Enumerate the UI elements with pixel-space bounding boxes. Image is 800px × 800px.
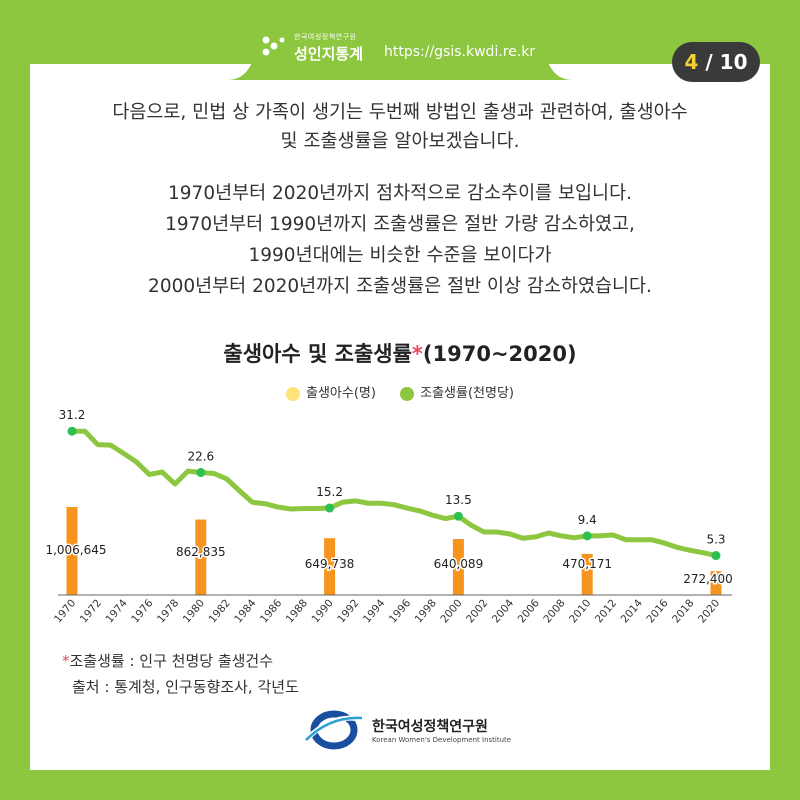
org-small-label: 한국여성정책연구원 xyxy=(294,33,357,41)
point-birth-rate xyxy=(196,468,206,478)
label-birth-rate: 13.5 xyxy=(445,493,472,507)
header-tab: 한국여성정책연구원 성인지통계 https://gsis.kwdi.re.kr xyxy=(228,24,572,80)
x-tick-label: 1994 xyxy=(361,597,388,625)
point-birth-rate xyxy=(67,426,77,436)
point-birth-rate xyxy=(582,531,592,541)
footnote-asterisk: * xyxy=(62,652,70,670)
intro-line: 및 조출생률을 알아보겠습니다. xyxy=(280,131,520,152)
page-total: / 10 xyxy=(705,50,748,74)
chart-title-main: 출생아수 및 조출생률 xyxy=(223,342,412,366)
x-tick-label: 1986 xyxy=(258,597,285,625)
label-births: 1,006,645 xyxy=(45,543,106,557)
x-tick-label: 2008 xyxy=(541,597,567,625)
x-tick-label: 1978 xyxy=(155,597,181,625)
x-tick-label: 1992 xyxy=(335,597,361,625)
bar-births-highlight xyxy=(195,519,207,595)
x-tick-label: 1988 xyxy=(284,597,310,625)
legend-label-birth-rate: 조출생률(천명당) xyxy=(420,386,514,401)
bar-births-highlight xyxy=(66,507,78,595)
footnote-definition: *조출생률 : 인구 천명당 출생건수 xyxy=(62,648,299,674)
footnote-source: 출처 : 통계청, 인구동향조사, 각년도 xyxy=(72,678,299,696)
intro-line: 2000년부터 2020년까지 조출생률은 절반 이상 감소하였습니다. xyxy=(148,276,652,297)
legend-item-birth-rate: 조출생률(천명당) xyxy=(400,382,514,401)
x-tick-label: 1976 xyxy=(129,597,156,625)
bar-births-highlight xyxy=(452,539,464,595)
x-tick-label: 2006 xyxy=(516,597,543,625)
legend-label-births: 출생아수(명) xyxy=(306,386,376,401)
site-url-link[interactable]: https://gsis.kwdi.re.kr xyxy=(384,44,536,60)
x-tick-label: 2012 xyxy=(593,597,619,625)
x-tick-label: 2020 xyxy=(696,597,722,625)
x-tick-label: 1974 xyxy=(103,597,130,625)
chart-legend: 출생아수(명) 조출생률(천명당) xyxy=(0,382,800,401)
point-birth-rate xyxy=(711,551,721,561)
intro-line: 1970년부터 2020년까지 점차적으로 감소추이를 보입니다. xyxy=(168,183,632,204)
legend-item-births: 출생아수(명) xyxy=(286,382,376,401)
chart-title-asterisk: * xyxy=(411,342,423,366)
bar-births-highlight xyxy=(324,538,336,595)
x-tick-label: 2016 xyxy=(644,597,671,625)
label-births: 649,738 xyxy=(305,557,355,571)
x-tick-label: 1990 xyxy=(310,597,336,625)
legend-swatch-births xyxy=(286,386,301,401)
footnote: *조출생률 : 인구 천명당 출생건수 출처 : 통계청, 인구동향조사, 각년… xyxy=(62,648,299,700)
x-tick-label: 1980 xyxy=(181,597,207,625)
logo-name-en: Korean Women's Development Institute xyxy=(372,736,512,744)
content-card xyxy=(30,64,770,770)
x-tick-label: 2000 xyxy=(438,597,464,625)
chart-title: 출생아수 및 조출생률*(1970~2020) xyxy=(30,338,770,368)
legend-swatch-birth-rate xyxy=(400,386,415,401)
x-tick-label: 2014 xyxy=(619,597,646,625)
x-tick-label: 1982 xyxy=(206,597,232,625)
chart-title-range: (1970~2020) xyxy=(422,342,577,366)
label-births: 470,171 xyxy=(562,557,612,571)
x-tick-label: 2010 xyxy=(567,597,593,625)
line-birth-rate xyxy=(69,428,719,559)
point-birth-rate xyxy=(453,511,463,521)
brand-label: 성인지통계 xyxy=(294,45,364,63)
page-current: 4 xyxy=(684,50,699,74)
x-tick-label: 1998 xyxy=(413,597,439,625)
intro-line: 다음으로, 민법 상 가족이 생기는 두번째 방법인 출생과 관련하여, 출생아… xyxy=(112,102,688,123)
x-tick-label: 1996 xyxy=(387,597,414,625)
label-births: 862,835 xyxy=(176,545,226,559)
label-birth-rate: 31.2 xyxy=(59,408,86,422)
footnote-definition-text: 조출생률 : 인구 천명당 출생건수 xyxy=(69,652,274,670)
kwdi-logo: 한국여성정책연구원 Korean Women's Development Ins… xyxy=(300,706,520,756)
label-birth-rate: 15.2 xyxy=(316,485,343,499)
x-tick-label: 1984 xyxy=(232,597,259,625)
x-tick-label: 2002 xyxy=(464,597,490,625)
label-births: 272,400 xyxy=(683,572,733,586)
intro-paragraph-1: 다음으로, 민법 상 가족이 생기는 두번째 방법인 출생과 관련하여, 출생아… xyxy=(30,98,770,156)
label-birth-rate: 22.6 xyxy=(187,450,214,464)
bar-births-highlight xyxy=(581,553,593,595)
label-births: 640,089 xyxy=(434,557,484,571)
header-tab-shape xyxy=(228,24,572,80)
page-indicator-badge: 4 / 10 xyxy=(672,42,760,82)
kwdi-logo-icon xyxy=(305,710,365,750)
bar-births-highlight xyxy=(710,571,722,595)
brand-dots-icon xyxy=(262,36,285,56)
intro-line: 1970년부터 1990년까지 조출생률은 절반 가량 감소하였고, xyxy=(165,214,635,235)
intro-paragraph-2: 1970년부터 2020년까지 점차적으로 감소추이를 보입니다. 1970년부… xyxy=(30,178,770,302)
x-tick-label: 1972 xyxy=(78,597,104,625)
x-tick-label: 2004 xyxy=(490,597,517,625)
label-birth-rate: 9.4 xyxy=(578,513,597,527)
logo-name-ko: 한국여성정책연구원 xyxy=(372,719,488,735)
point-birth-rate xyxy=(325,503,335,513)
x-tick-label: 2018 xyxy=(670,597,696,625)
label-birth-rate: 5.3 xyxy=(706,533,725,547)
x-tick-label: 1970 xyxy=(52,597,78,625)
intro-line: 1990년대에는 비슷한 수준을 보이다가 xyxy=(248,245,552,266)
